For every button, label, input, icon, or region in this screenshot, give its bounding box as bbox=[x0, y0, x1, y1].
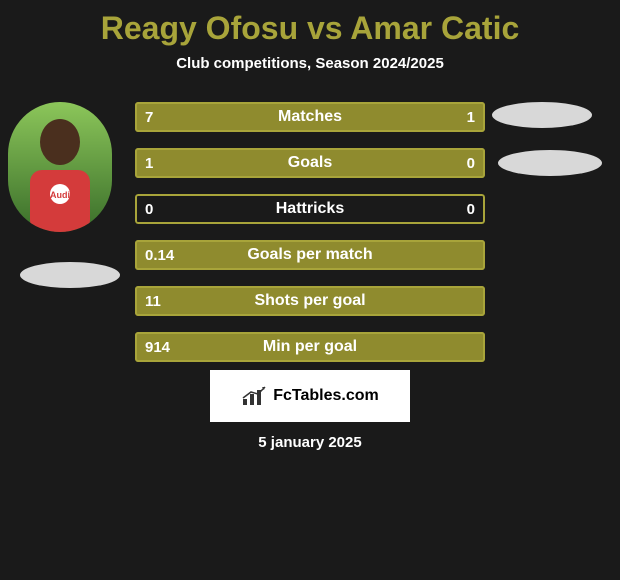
stat-bar: 11Shots per goal bbox=[135, 286, 485, 316]
stat-label: Hattricks bbox=[135, 194, 485, 224]
comparison-infographic: Reagy Ofosu vs Amar Catic Club competiti… bbox=[0, 0, 620, 580]
logo-text: FcTables.com bbox=[273, 387, 379, 405]
stat-bar-right-segment bbox=[405, 102, 486, 132]
player-right-shadow-bottom bbox=[498, 150, 602, 176]
svg-text:Audi: Audi bbox=[50, 190, 70, 200]
player-right-shadow-top bbox=[492, 102, 592, 128]
stat-bar-left-segment bbox=[135, 332, 485, 362]
date-text: 5 january 2025 bbox=[0, 434, 620, 451]
stat-bars: 71Matches 10Goals 0 0Hattricks 0.14Goals per… bbox=[135, 102, 485, 378]
stat-bar-border bbox=[135, 194, 485, 224]
logo-box: FcTables.com bbox=[210, 370, 410, 422]
stat-bar: 71Matches bbox=[135, 102, 485, 132]
page-title: Reagy Ofosu vs Amar Catic bbox=[0, 10, 620, 47]
stat-value-right: 0 bbox=[467, 194, 475, 224]
avatar-illustration: Audi bbox=[8, 102, 112, 232]
stat-bar-left-segment bbox=[135, 240, 485, 270]
fctables-icon bbox=[241, 385, 269, 407]
stat-bar-left-segment bbox=[135, 148, 485, 178]
stat-value-left: 0 bbox=[145, 194, 153, 224]
stat-bar: 10Goals bbox=[135, 148, 485, 178]
player-left-avatar: Audi bbox=[8, 102, 112, 232]
stat-bar-left-segment bbox=[135, 102, 405, 132]
stat-bar: 0 0Hattricks bbox=[135, 194, 485, 224]
stat-bar-left-segment bbox=[135, 286, 485, 316]
player-left-shadow bbox=[20, 262, 120, 288]
stat-bar: 914Min per goal bbox=[135, 332, 485, 362]
stat-bar: 0.14Goals per match bbox=[135, 240, 485, 270]
subtitle: Club competitions, Season 2024/2025 bbox=[0, 55, 620, 72]
